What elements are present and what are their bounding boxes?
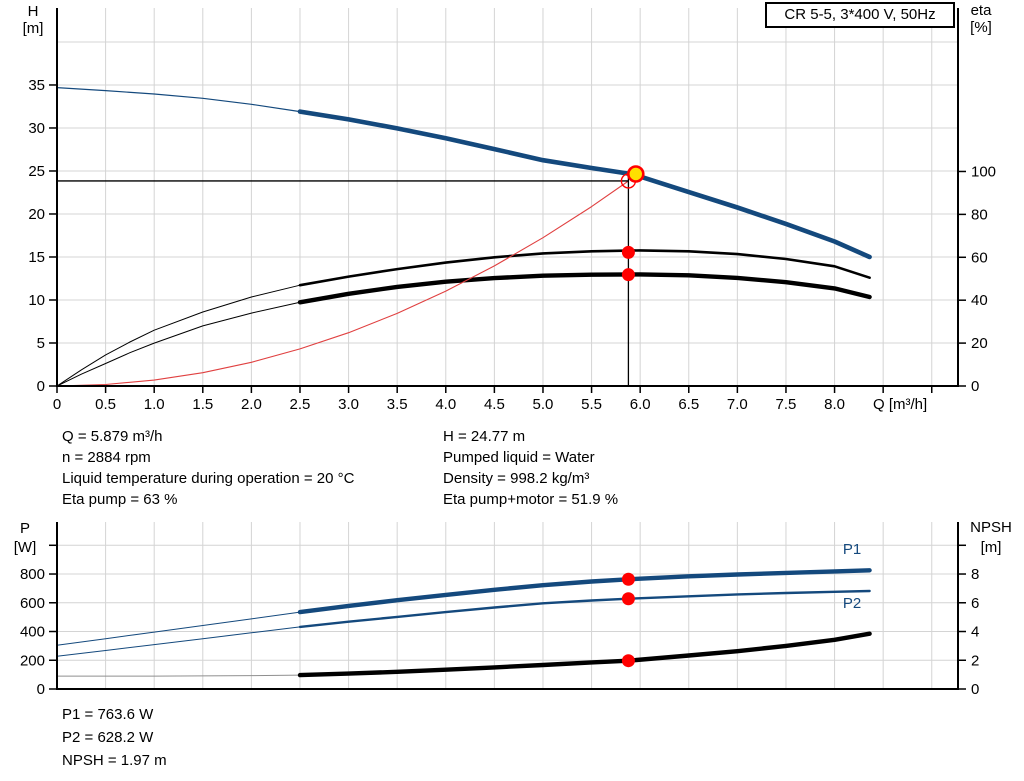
pump-curve <box>297 109 872 260</box>
left-tick-label: 20 <box>28 206 45 223</box>
x-tick-label: 3.5 <box>387 396 408 413</box>
pump-curve-thin <box>56 86 301 113</box>
left-tick-label: 5 <box>37 335 45 352</box>
eta-pump <box>298 249 871 287</box>
right-tick-label: 20 <box>971 335 988 352</box>
right-tick-label: 40 <box>971 292 988 309</box>
left-axis-label: [m] <box>23 20 44 37</box>
eta-pump-motor-thin <box>56 301 301 387</box>
left-axis-label: P <box>20 520 30 537</box>
right-axis-label: [%] <box>970 19 992 36</box>
p2-curve-thin <box>56 626 301 657</box>
x-tick-label: 5.5 <box>581 396 602 413</box>
left-tick-label: 15 <box>28 249 45 266</box>
right-tick-label: 0 <box>971 681 979 698</box>
x-tick-label: 6.0 <box>630 396 651 413</box>
right-tick-label: 8 <box>971 566 979 583</box>
x-tick-label: 7.0 <box>727 396 748 413</box>
x-tick-label: 0.5 <box>95 396 116 413</box>
left-axis-label: H <box>28 3 39 20</box>
left-tick-label: 400 <box>20 624 45 641</box>
p1-curve-thin <box>56 611 301 646</box>
info-eta-pump-motor: Eta pump+motor = 51.9 % <box>443 491 619 508</box>
x-tick-label: 4.5 <box>484 396 505 413</box>
right-axis-label: eta <box>971 2 993 19</box>
x-tick-label: 2.5 <box>290 396 311 413</box>
info-density: Density = 998.2 kg/m³ <box>443 470 590 487</box>
npsh-curve <box>297 631 872 678</box>
info-head: H = 24.77 m <box>443 428 526 445</box>
duty-info-right: H = 24.77 m Pumped liquid = Water Densit… <box>443 426 618 510</box>
info-flow: Q = 5.879 m³/h <box>62 428 163 445</box>
p2-duty-point <box>621 592 635 606</box>
npsh-curve-thin <box>56 674 301 677</box>
right-tick-label: 6 <box>971 595 979 612</box>
p1-label: P1 <box>843 541 861 558</box>
eta-pump-motor <box>297 272 872 305</box>
x-tick-label: 1.5 <box>192 396 213 413</box>
left-tick-label: 35 <box>28 77 45 94</box>
info-npsh: NPSH = 1.97 m <box>62 752 167 769</box>
info-p2: P2 = 628.2 W <box>62 729 154 746</box>
info-liquid-temperature: Liquid temperature during operation = 20… <box>62 470 355 487</box>
left-tick-label: 30 <box>28 120 45 137</box>
p1-curve <box>297 568 872 615</box>
eta-pump-duty-point <box>621 245 635 259</box>
p1-duty-point <box>621 572 635 586</box>
left-tick-label: 200 <box>20 652 45 669</box>
right-tick-label: 2 <box>971 652 979 669</box>
p2-label: P2 <box>843 595 861 612</box>
right-tick-label: 60 <box>971 249 988 266</box>
right-tick-label: 80 <box>971 206 988 223</box>
left-tick-label: 25 <box>28 163 45 180</box>
pump-title-box: CR 5-5, 3*400 V, 50Hz <box>765 2 955 28</box>
x-tick-label: 7.5 <box>776 396 797 413</box>
x-tick-label: 8.0 <box>824 396 845 413</box>
info-p1: P1 = 763.6 W <box>62 706 154 723</box>
x-tick-label: 5.0 <box>533 396 554 413</box>
right-axis-label: [m] <box>981 539 1002 556</box>
x-tick-label: 1.0 <box>144 396 165 413</box>
p2-curve <box>298 589 871 629</box>
power-info: P1 = 763.6 W P2 = 628.2 W NPSH = 1.97 m <box>62 703 167 772</box>
x-tick-label: 2.0 <box>241 396 262 413</box>
system-curve <box>56 180 629 387</box>
x-tick-label: 4.0 <box>435 396 456 413</box>
left-tick-label: 0 <box>37 378 45 395</box>
info-speed: n = 2884 rpm <box>62 449 151 466</box>
info-pumped-liquid: Pumped liquid = Water <box>443 449 595 466</box>
eta-pump-motor-duty-point <box>621 268 635 282</box>
npsh-duty-point <box>621 654 635 668</box>
right-tick-label: 100 <box>971 163 996 180</box>
eta-pump-thin <box>56 284 301 387</box>
info-eta-pump: Eta pump = 63 % <box>62 491 178 508</box>
left-tick-label: 600 <box>20 595 45 612</box>
x-axis-label: Q [m³/h] <box>873 396 927 413</box>
actual-duty-point <box>626 165 645 183</box>
left-axis-label: [W] <box>14 539 37 556</box>
left-tick-label: 0 <box>37 681 45 698</box>
x-tick-label: 3.0 <box>338 396 359 413</box>
duty-info-left: Q = 5.879 m³/h n = 2884 rpm Liquid tempe… <box>62 426 354 510</box>
right-tick-label: 4 <box>971 624 979 641</box>
left-tick-label: 800 <box>20 566 45 583</box>
x-tick-label: 6.5 <box>678 396 699 413</box>
left-tick-label: 10 <box>28 292 45 309</box>
right-axis-label: NPSH <box>970 519 1012 536</box>
right-tick-label: 0 <box>971 378 979 395</box>
x-tick-label: 0 <box>53 396 61 413</box>
